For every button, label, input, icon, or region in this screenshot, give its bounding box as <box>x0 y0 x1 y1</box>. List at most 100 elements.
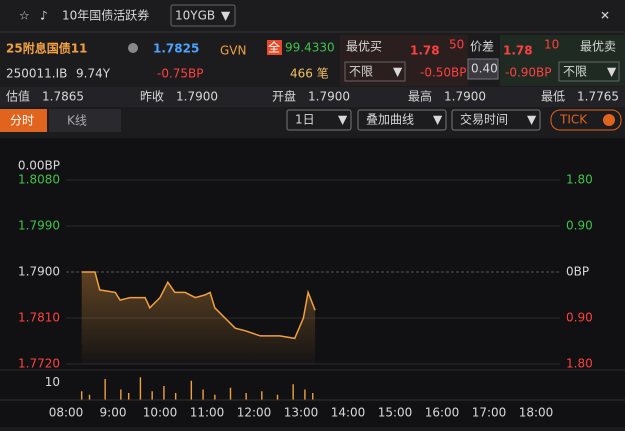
close[interactable]: ✕ <box>600 9 610 23</box>
volume-bar <box>276 394 279 400</box>
ask-filter[interactable]: 不限 <box>563 65 587 79</box>
spread-label: 价差 <box>470 40 494 54</box>
change: -0.75BP <box>157 67 204 81</box>
tab-active[interactable] <box>0 109 47 132</box>
caret: ▼ <box>393 65 403 79</box>
volume-bar <box>120 389 122 400</box>
star-icon[interactable]: ☆ <box>19 9 30 23</box>
volume-bar <box>214 394 216 400</box>
x-tick-label: 10:00 <box>143 406 178 420</box>
volume-bar <box>163 386 165 400</box>
control-box[interactable] <box>451 109 541 131</box>
price: 1.7825 <box>153 42 199 56</box>
bell-icon[interactable]: ♪ <box>40 9 48 23</box>
bid-bg <box>340 35 468 86</box>
x-tick-label: 13:00 <box>284 406 319 420</box>
ask-price: 1.78 <box>503 44 533 58</box>
volume-bar <box>190 380 193 400</box>
stats-bg <box>0 87 625 107</box>
y2-tick-label: 0.90 <box>566 219 593 233</box>
volume-bar <box>104 379 106 400</box>
control[interactable]: 1日 <box>295 113 315 127</box>
stat-value: 1.7765 <box>577 90 619 104</box>
stat-label: 最低 <box>541 90 565 104</box>
y-tick-label: 1.7900 <box>18 265 60 279</box>
spread-box <box>467 58 499 80</box>
tab[interactable]: 分时 <box>10 114 34 128</box>
stat-value: 1.7865 <box>42 90 84 104</box>
x-tick-label: 14:00 <box>331 406 366 420</box>
volume-bar <box>312 393 314 400</box>
spread: 0.40 <box>471 62 498 76</box>
stat-value: 1.7900 <box>444 90 486 104</box>
trades: 466 笔 <box>290 66 329 81</box>
ask-sub: 10 <box>544 38 559 52</box>
y-tick-label: 1.7810 <box>18 311 60 325</box>
toggle[interactable] <box>603 114 615 126</box>
full-price: 99.4330 <box>285 41 335 55</box>
tab[interactable]: K线 <box>67 114 87 128</box>
volume-bar <box>139 377 142 400</box>
info-icon[interactable] <box>128 43 138 53</box>
ask-change: -0.90BP <box>505 66 552 80</box>
ask-bg <box>500 35 625 86</box>
full-tag: 全 <box>268 40 280 55</box>
control[interactable]: 叠加曲线 <box>366 113 414 127</box>
volume-bar <box>88 394 91 400</box>
tab-bg[interactable] <box>49 109 121 132</box>
x-tick-label: 11:00 <box>190 406 225 420</box>
y-tick-label: 1.7720 <box>18 357 60 371</box>
control-box[interactable] <box>286 109 352 131</box>
code: 250011.IB <box>6 67 67 81</box>
bid-sub: 50 <box>449 38 464 52</box>
y2-tick-label: 1.80 <box>566 173 593 187</box>
selector[interactable]: 10YGB <box>175 9 215 23</box>
price-line <box>81 271 316 340</box>
source: GVN <box>220 44 246 58</box>
caret: ▼ <box>527 113 537 127</box>
control-box[interactable] <box>357 109 447 131</box>
bid-filter-box[interactable] <box>344 61 406 82</box>
ask-label: 最优卖 <box>580 40 616 54</box>
caret: ▼ <box>607 65 617 79</box>
x-tick-label: 17:00 <box>472 406 507 420</box>
bid-filter[interactable]: 不限 <box>349 65 373 79</box>
volume-bar <box>127 393 130 400</box>
y2-tick-label: 0BP <box>566 265 589 279</box>
volume-bar <box>174 393 177 400</box>
bond-name: 25附息国债11 <box>6 41 87 56</box>
x-tick-label: 12:00 <box>237 406 272 420</box>
volume-bar <box>304 389 306 400</box>
y-tick-label: 1.8080 <box>18 173 60 187</box>
vol-tick-label: 10 <box>45 375 60 389</box>
top-label: 0.00BP <box>18 159 60 173</box>
volume-bar <box>202 389 204 400</box>
caret: ▼ <box>433 113 443 127</box>
volume-bar <box>80 391 83 400</box>
stat-label: 昨收 <box>140 90 164 104</box>
caret: ▼ <box>338 113 348 127</box>
control-box[interactable] <box>550 109 622 131</box>
chart-bg <box>0 138 625 427</box>
stat-label: 估值 <box>6 89 30 104</box>
volume-bar <box>261 391 263 400</box>
bid-label: 最优买 <box>346 40 382 54</box>
area <box>81 272 316 364</box>
stat-label: 开盘 <box>272 89 296 104</box>
volume-bar <box>151 391 153 400</box>
control[interactable]: TICK <box>559 113 588 127</box>
ask-filter-box[interactable] <box>558 61 620 82</box>
x-tick-label: 15:00 <box>378 406 413 420</box>
stat-label: 最高 <box>408 89 432 104</box>
volume-bar <box>245 393 247 400</box>
term: 9.74Y <box>76 67 111 81</box>
selector-box[interactable] <box>170 4 236 27</box>
full-tag-box <box>267 40 282 55</box>
x-tick-label: 9:00 <box>100 406 127 420</box>
caret: ▼ <box>221 9 231 23</box>
bid-price: 1.78 <box>410 44 440 58</box>
control[interactable]: 交易时间 <box>460 112 508 127</box>
bid-change: -0.50BP <box>420 66 467 80</box>
volume-bar <box>229 387 232 400</box>
